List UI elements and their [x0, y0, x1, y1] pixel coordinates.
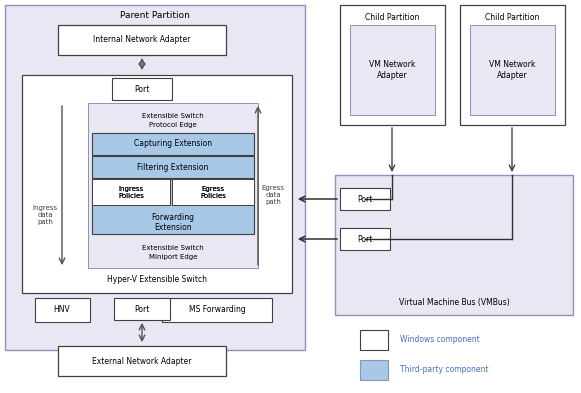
Bar	[92, 156, 254, 178]
Bar	[92, 133, 254, 155]
Bar	[58, 346, 226, 376]
Text: VM Network
Adapter: VM Network Adapter	[489, 60, 535, 80]
Text: Ingress
Policies: Ingress Policies	[118, 185, 144, 198]
Text: Extension: Extension	[154, 224, 192, 233]
Text: Third-party component: Third-party component	[400, 365, 489, 375]
Bar	[460, 5, 565, 125]
Text: Extensible Switch: Extensible Switch	[142, 113, 204, 119]
Text: External Network Adapter: External Network Adapter	[92, 356, 192, 365]
Bar	[92, 179, 170, 205]
Text: Port: Port	[134, 305, 150, 314]
Bar	[172, 179, 254, 205]
Bar	[350, 25, 435, 115]
Text: Port: Port	[357, 195, 372, 204]
Bar	[360, 360, 388, 380]
Text: Virtual Machine Bus (VMBus): Virtual Machine Bus (VMBus)	[399, 298, 510, 307]
Text: Forwarding: Forwarding	[152, 213, 195, 222]
Text: Hyper-V Extensible Switch: Hyper-V Extensible Switch	[107, 275, 207, 285]
Bar	[340, 228, 390, 250]
Text: Port: Port	[357, 235, 372, 244]
Text: Port: Port	[134, 84, 150, 94]
Text: Internal Network Adapter: Internal Network Adapter	[94, 35, 191, 44]
Text: HNV: HNV	[53, 305, 70, 314]
Text: Miniport Edge: Miniport Edge	[149, 254, 197, 260]
Bar	[340, 5, 445, 125]
Text: Egress
data
path: Egress data path	[261, 185, 285, 205]
Bar	[92, 179, 170, 205]
Text: Egress
Policies: Egress Policies	[200, 185, 226, 198]
Bar	[360, 330, 388, 350]
Text: Capturing Extension: Capturing Extension	[134, 140, 212, 149]
Text: Child Partition: Child Partition	[485, 13, 539, 22]
Bar	[112, 78, 172, 100]
Bar	[340, 188, 390, 210]
Text: Ingress
data
path: Ingress data path	[33, 205, 58, 225]
Bar	[92, 179, 254, 234]
Bar	[114, 298, 170, 320]
Text: Egress
Policies: Egress Policies	[200, 185, 226, 198]
Text: Ingress
Policies: Ingress Policies	[118, 185, 144, 198]
Bar	[88, 103, 258, 268]
Text: VM Network
Adapter: VM Network Adapter	[369, 60, 415, 80]
Text: Windows component: Windows component	[400, 336, 480, 345]
Text: Extensible Switch: Extensible Switch	[142, 245, 204, 251]
Bar	[172, 179, 254, 205]
Bar	[470, 25, 555, 115]
Bar	[58, 25, 226, 55]
Bar	[162, 298, 272, 322]
Text: Filtering Extension: Filtering Extension	[137, 162, 209, 171]
Text: Parent Partition: Parent Partition	[120, 11, 190, 20]
Text: MS Forwarding: MS Forwarding	[189, 305, 245, 314]
Bar	[335, 175, 573, 315]
Bar	[22, 75, 292, 293]
Text: Child Partition: Child Partition	[365, 13, 419, 22]
Bar	[35, 298, 90, 322]
Bar	[5, 5, 305, 350]
Text: Protocol Edge: Protocol Edge	[149, 122, 197, 128]
